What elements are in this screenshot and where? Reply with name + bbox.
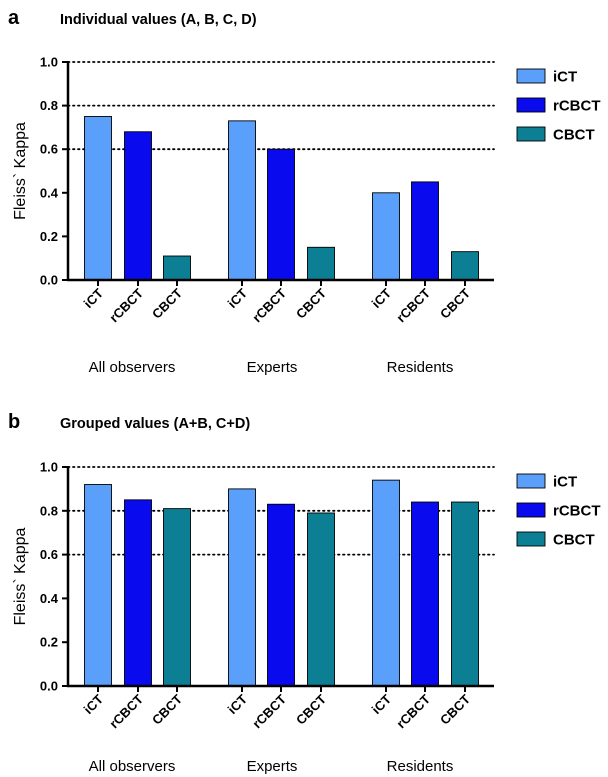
bar — [228, 120, 256, 281]
x-tick-label: rCBCT — [106, 691, 146, 731]
x-tick-label: CBCT — [437, 285, 473, 321]
bar — [124, 131, 152, 281]
x-tick-label: iCT — [81, 691, 106, 716]
x-tick-label: rCBCT — [249, 285, 289, 325]
legend-label: rCBCT — [553, 98, 601, 115]
bar — [267, 148, 295, 281]
bar — [451, 501, 479, 687]
legend-swatch — [516, 473, 546, 489]
legend-label: rCBCT — [553, 503, 601, 520]
y-axis-label: Fleiss` Kappa — [12, 527, 29, 625]
bar — [267, 503, 295, 687]
legend-swatch — [516, 531, 546, 547]
legend-swatch — [516, 126, 546, 142]
x-tick-label: iCT — [225, 285, 250, 310]
x-tick-label: CBCT — [293, 691, 329, 727]
panel-letter: b — [8, 411, 20, 433]
y-tick-label: 0.6 — [40, 547, 58, 562]
y-tick-label: 0.2 — [40, 229, 58, 244]
bar — [307, 512, 335, 687]
bar — [307, 246, 335, 281]
x-tick-label: iCT — [81, 285, 106, 310]
legend-label: iCT — [553, 474, 577, 491]
y-tick-label: 0.6 — [40, 142, 58, 157]
bar — [124, 499, 152, 687]
group-label: All observers — [89, 758, 176, 775]
panel-a: a Individual values (A, B, C, D) 0.0 0.2 0… — [8, 7, 601, 376]
x-tick-label: iCT — [369, 285, 394, 310]
group-label: Experts — [247, 359, 298, 376]
bar — [372, 479, 400, 687]
group-label: Experts — [247, 758, 298, 775]
y-tick-label: 0.2 — [40, 635, 58, 650]
group-label: Residents — [387, 758, 454, 775]
legend-swatch — [516, 68, 546, 84]
bar — [84, 116, 112, 281]
legend-label: CBCT — [553, 532, 595, 549]
chart-title: Individual values (A, B, C, D) — [60, 12, 257, 28]
x-tick-label: rCBCT — [106, 285, 146, 325]
bar — [372, 192, 400, 281]
y-tick-label: 0.8 — [40, 98, 58, 113]
x-tick-label: rCBCT — [393, 285, 433, 325]
panel-letter: a — [8, 7, 20, 29]
bar — [451, 251, 479, 281]
y-tick-label: 0.0 — [40, 679, 58, 694]
y-tick-label: 1.0 — [40, 460, 58, 475]
x-tick-label: CBCT — [293, 285, 329, 321]
y-tick-label: 0.4 — [40, 591, 59, 606]
y-tick-label: 1.0 — [40, 55, 58, 70]
x-tick-label: CBCT — [149, 691, 185, 727]
y-tick-label: 0.4 — [40, 185, 59, 200]
y-axis-label: Fleiss` Kappa — [12, 122, 29, 220]
group-label: Residents — [387, 359, 454, 376]
x-tick-label: CBCT — [149, 285, 185, 321]
bar — [84, 484, 112, 687]
legend-label: iCT — [553, 69, 577, 86]
bar — [411, 501, 439, 687]
bar — [228, 488, 256, 687]
x-tick-label: rCBCT — [393, 691, 433, 731]
y-tick-label: 0.8 — [40, 503, 58, 518]
x-tick-label: iCT — [369, 691, 394, 716]
chart-title: Grouped values (A+B, C+D) — [60, 416, 250, 432]
x-tick-label: rCBCT — [249, 691, 289, 731]
panel-b: b Grouped values (A+B, C+D) 0.0 0.2 0.4 0.6… — [8, 411, 601, 775]
legend-swatch — [516, 502, 546, 518]
x-tick-label: CBCT — [437, 691, 473, 727]
bar — [163, 255, 191, 281]
legend-swatch — [516, 97, 546, 113]
x-tick-label: iCT — [225, 691, 250, 716]
legend-label: CBCT — [553, 127, 595, 144]
bar — [411, 181, 439, 281]
group-label: All observers — [89, 359, 176, 376]
y-tick-label: 0.0 — [40, 273, 58, 288]
bar — [163, 508, 191, 687]
